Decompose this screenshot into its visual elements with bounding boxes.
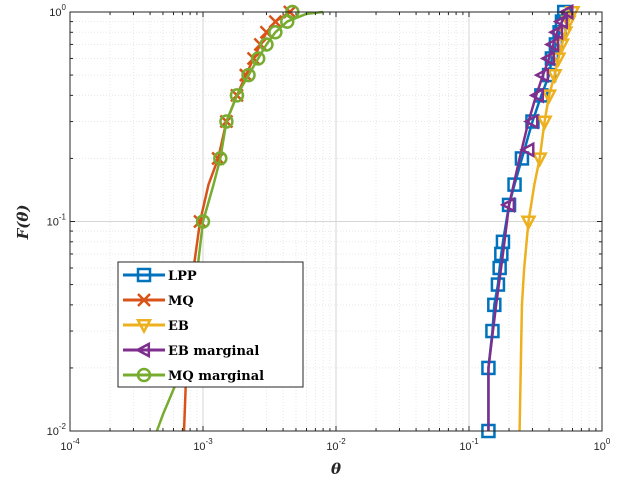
data-point: [528, 87, 545, 104]
legend-marker: [136, 267, 152, 283]
data-point: [259, 37, 274, 52]
x-tick-label: 10-1: [459, 437, 479, 453]
legend-entry: MQ marginal: [123, 367, 264, 384]
legend-label: MQ marginal: [168, 369, 264, 384]
data-point: [546, 69, 563, 85]
grid: [70, 12, 602, 431]
legend: LPP MQ EB EB marginal MQ marginal: [117, 261, 304, 388]
y-tick-label: 10-1: [47, 213, 67, 229]
data-point: [250, 51, 266, 66]
series-layer: [155, 3, 581, 439]
legend-entry: EB marginal: [123, 341, 259, 359]
y-axis-label: F(θ): [14, 205, 32, 241]
legend-entry: MQ: [123, 293, 194, 309]
y-tick-label: 100: [49, 3, 66, 19]
axis-ticks: [69, 11, 603, 432]
legend-marker: [135, 318, 153, 335]
x-axis-label: θ: [331, 460, 341, 478]
legend-label: EB: [168, 319, 189, 334]
data-point: [229, 88, 245, 103]
legend-marker: [136, 367, 152, 383]
legend-label: MQ: [168, 294, 194, 309]
x-tick-label: 10-3: [193, 437, 213, 453]
data-point: [531, 152, 548, 168]
data-point: [536, 115, 553, 131]
data-point: [520, 215, 537, 231]
x-tick-label: 10-4: [60, 437, 80, 453]
tick-labels: 10-4 10-3 10-2 10-1 100 10-2 10-1 100: [47, 3, 611, 453]
data-point: [219, 114, 234, 129]
series-3: [487, 3, 574, 431]
y-tick-label: 10-2: [47, 422, 67, 438]
data-point: [195, 214, 211, 229]
data-point: [547, 24, 564, 41]
data-point: [519, 141, 535, 158]
data-point: [533, 66, 550, 84]
data-point: [550, 52, 567, 68]
legend-entry: EB: [123, 318, 189, 335]
data-point: [543, 36, 560, 53]
data-point: [268, 14, 283, 29]
data-point: [268, 25, 283, 40]
data-point: [499, 196, 516, 213]
data-point: [241, 67, 256, 83]
data-point: [541, 89, 558, 105]
data-point: [539, 50, 556, 67]
x-tick-label: 10-2: [326, 437, 346, 453]
legend-marker: [137, 293, 151, 307]
legend-label: EB marginal: [168, 344, 259, 359]
data-point: [246, 51, 261, 66]
data-point: [523, 113, 539, 130]
legend-marker: [134, 341, 151, 359]
x-tick-label: 100: [594, 437, 611, 453]
legend-label: LPP: [168, 269, 197, 284]
data-point: [213, 151, 228, 166]
data-point: [552, 13, 569, 30]
legend-entry: LPP: [123, 267, 197, 284]
